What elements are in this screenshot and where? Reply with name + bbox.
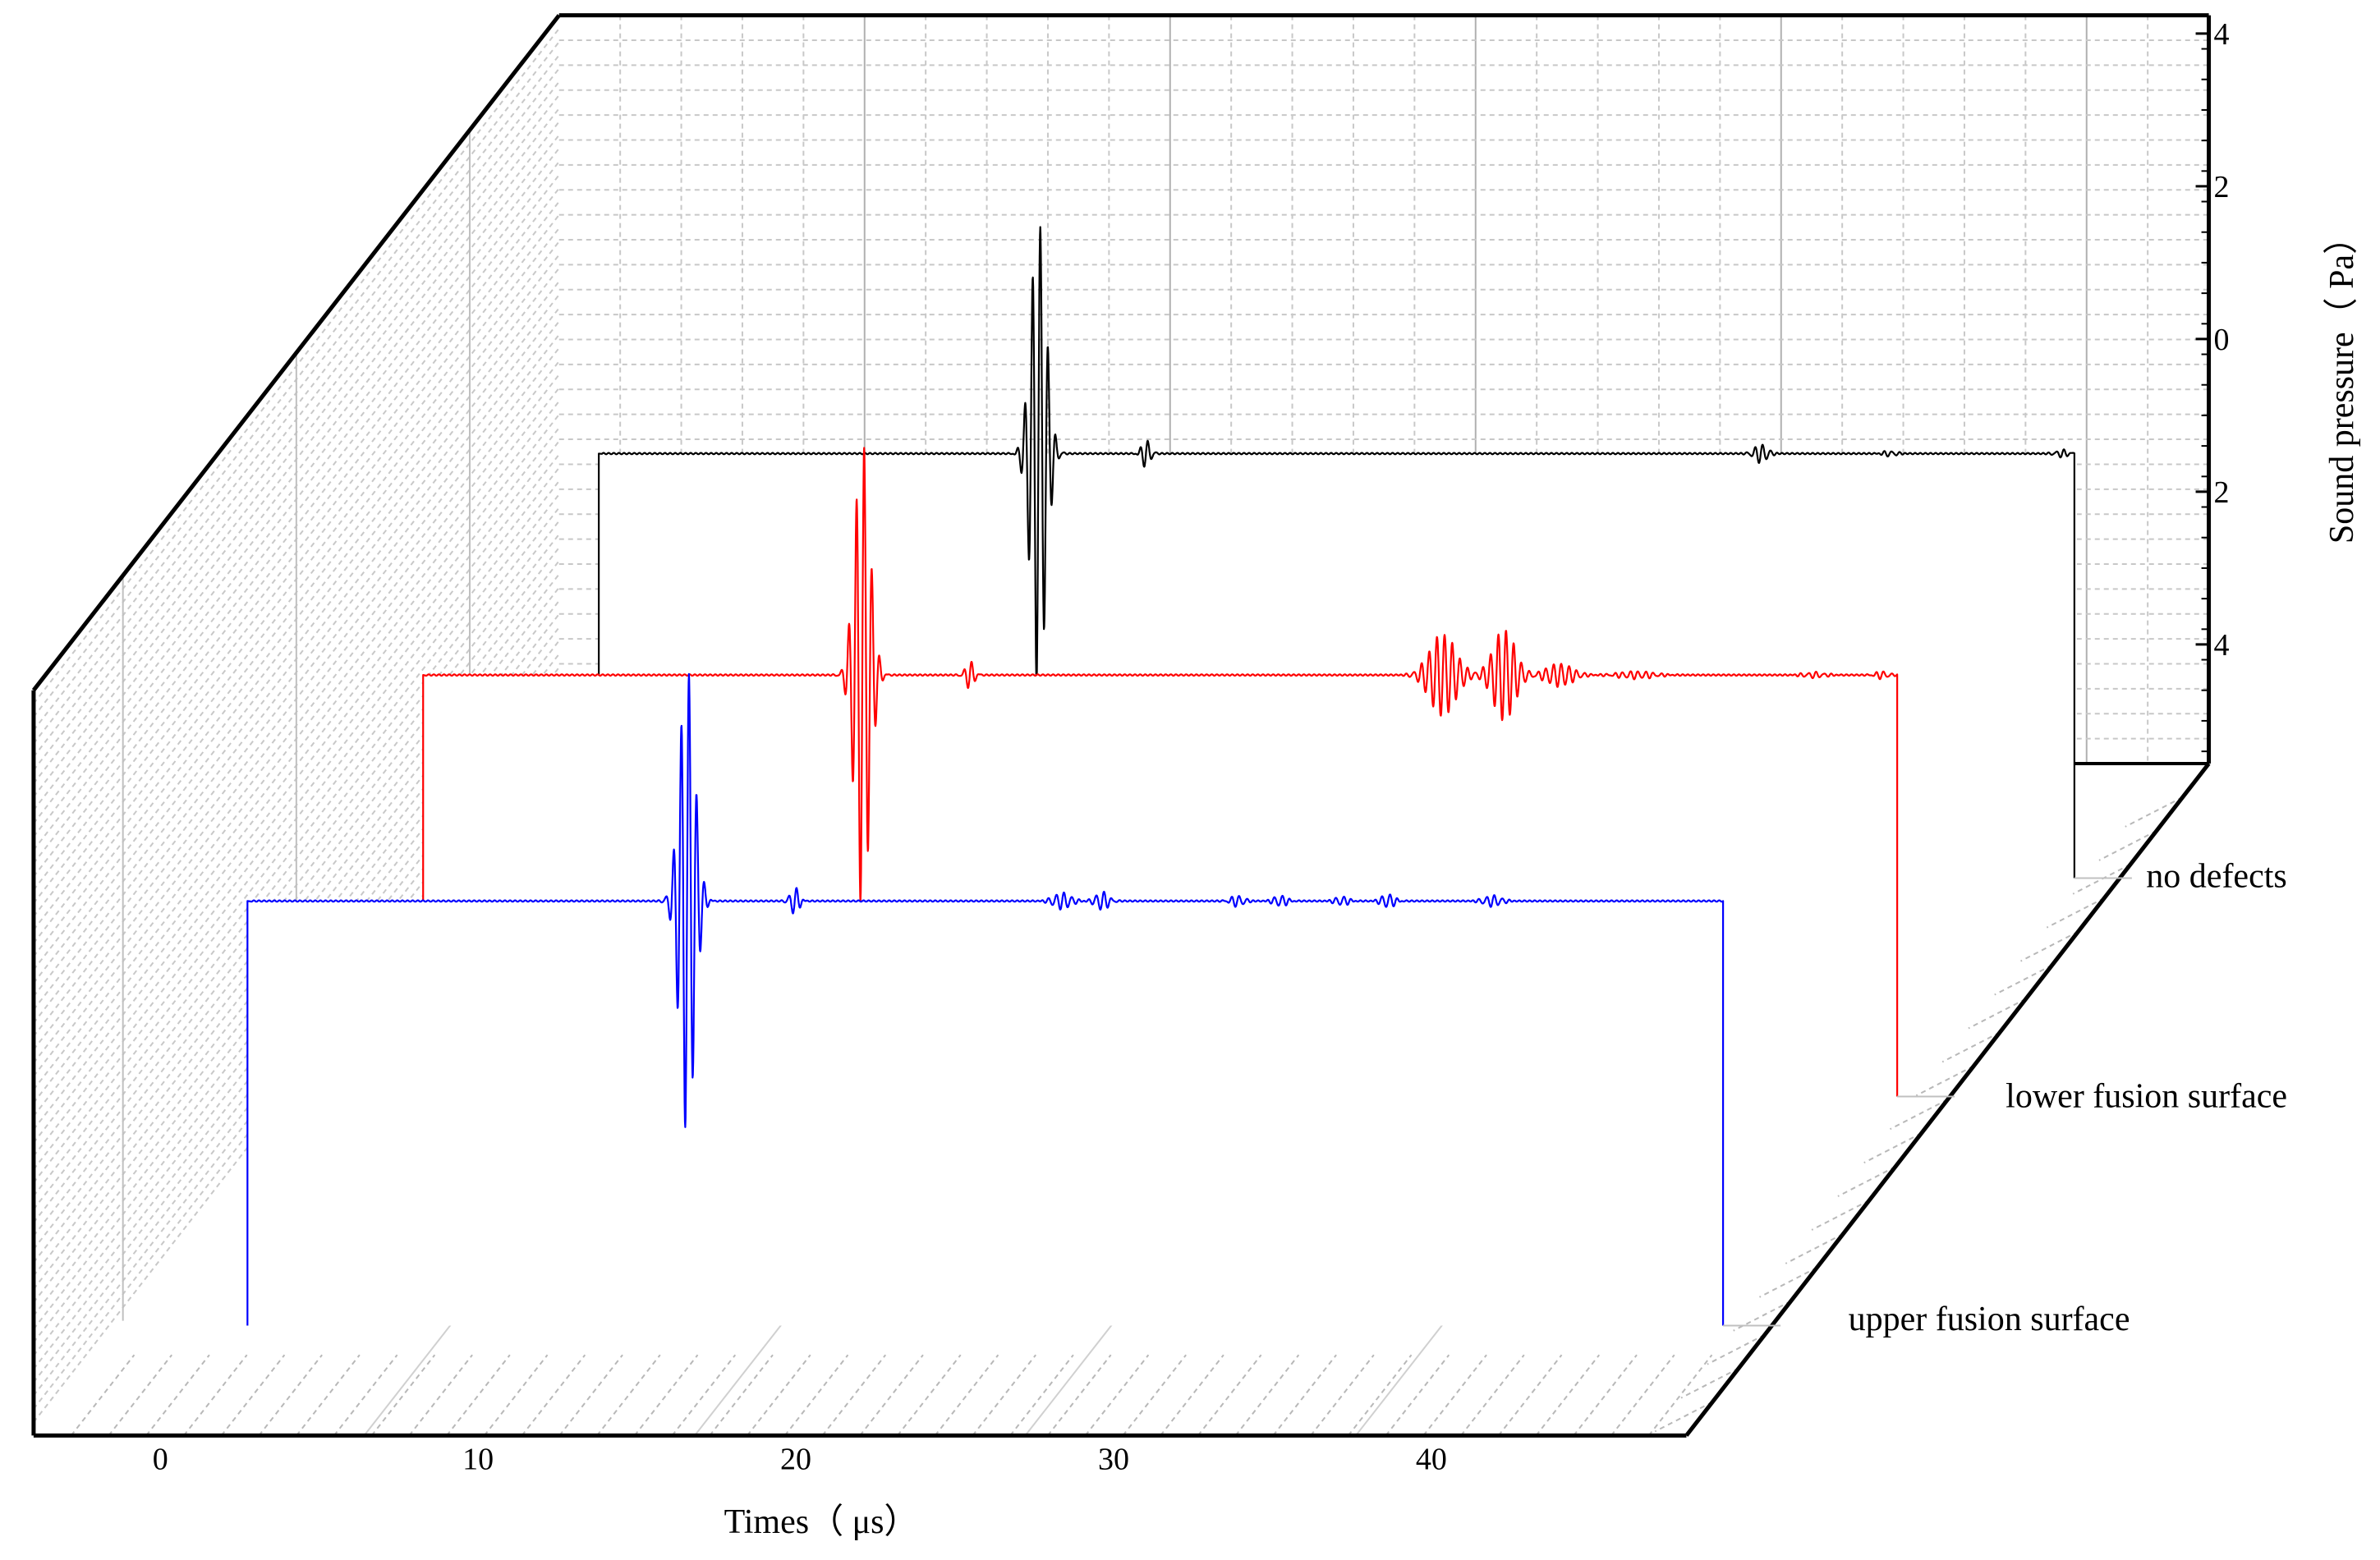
floor-hatch [1348, 1354, 1413, 1437]
series-line [422, 447, 1899, 1097]
x-tick-label: 30 [1098, 1442, 1129, 1476]
y-tick-label: 0 [2214, 323, 2230, 357]
y-tick-label: 4 [2214, 17, 2230, 52]
floor-edge-hatch [1733, 1300, 1792, 1332]
series-line [598, 226, 2075, 879]
floor-edge-hatch [1994, 964, 2053, 996]
floor-hatch [1272, 1354, 1337, 1437]
floor-edge-hatch [1680, 1367, 1739, 1399]
floor-hatch [1647, 1354, 1713, 1437]
frame-edge [1684, 762, 2211, 1437]
floor-hatch [145, 1354, 210, 1437]
floor-edge-hatch [1968, 998, 2027, 1030]
floor-hatch [521, 1354, 586, 1437]
floor-hatch [1310, 1354, 1375, 1437]
floor-hatch [671, 1354, 737, 1437]
floor-hatch [183, 1354, 248, 1437]
floor-hatch [596, 1354, 661, 1437]
floor-hatch [1573, 1354, 1638, 1437]
series-panel-fill [247, 901, 1724, 1326]
floor-edge-hatch [2125, 796, 2184, 828]
floor-hatch [633, 1354, 699, 1437]
floor-hatch [1234, 1354, 1300, 1437]
x-tick-label: 40 [1416, 1442, 1447, 1476]
floor-hatch [1084, 1354, 1150, 1437]
floor-hatch [1160, 1354, 1224, 1437]
floor-hatch [484, 1354, 549, 1437]
floor-hatch [408, 1354, 473, 1437]
floor-hatch [1122, 1354, 1187, 1437]
floor-edge-hatch [1837, 1166, 1896, 1197]
floor-edge-hatch [1707, 1333, 1766, 1365]
floor-hatch [108, 1354, 172, 1437]
series-label: upper fusion surface [1849, 1301, 2130, 1338]
floor-edge-hatch [2020, 930, 2079, 962]
floor-edge-hatch [2046, 897, 2105, 929]
floor-hatch [859, 1354, 924, 1437]
floor-edge-hatch [1759, 1266, 1817, 1298]
floor-edge-hatch [1785, 1232, 1844, 1264]
floor-hatch [220, 1354, 286, 1437]
floor-hatch [558, 1354, 623, 1437]
y-tick-label: 2 [2214, 475, 2230, 510]
y-tick-label: 2 [2214, 170, 2230, 204]
floor-edge-hatch [2098, 829, 2157, 861]
floor-hatch [370, 1354, 436, 1437]
floor-hatch [1422, 1354, 1487, 1437]
floor-edge-hatch [1890, 1099, 1948, 1131]
floor-hatch [1610, 1354, 1675, 1437]
y-axis-title: Sound pressure（ Pa） [2323, 220, 2361, 544]
floor-edge-hatch [2072, 863, 2131, 895]
floor-hatch [1385, 1354, 1450, 1437]
floor-hatch [446, 1354, 511, 1437]
floor-hatch [783, 1354, 849, 1437]
floor-hatch [747, 1354, 811, 1437]
floor-hatch [709, 1354, 774, 1437]
x-tick-label: 0 [153, 1442, 168, 1476]
floor-hatch [258, 1354, 323, 1437]
floor-hatch [934, 1354, 999, 1437]
floor-hatch [1497, 1354, 1563, 1437]
floor-edge-hatch [1863, 1132, 1923, 1164]
floor-edge-hatch [1941, 1031, 2001, 1063]
series-layer [246, 226, 2132, 1327]
floor-edge-hatch [1811, 1200, 1870, 1231]
floor-hatch [1460, 1354, 1525, 1437]
series-line [246, 672, 1725, 1326]
series-label: no defects [2146, 858, 2286, 896]
floor-edge-hatch [1654, 1401, 1713, 1433]
frame-edge [31, 14, 561, 692]
floor-hatch [1535, 1354, 1601, 1437]
series-label: lower fusion surface [2006, 1078, 2287, 1116]
floor-hatch [1197, 1354, 1262, 1437]
floor-hatch [296, 1354, 361, 1437]
x-axis-title: Times（ μs） [724, 1503, 919, 1541]
x-tick-label: 10 [462, 1442, 494, 1476]
floor-hatch [1009, 1354, 1074, 1437]
floor-hatch [897, 1354, 962, 1437]
x-tick-label: 20 [780, 1442, 811, 1476]
series-panel [246, 672, 1781, 1327]
floor-hatch [972, 1354, 1036, 1437]
floor-hatch [821, 1354, 887, 1437]
floor-edge-hatch [1915, 1065, 1974, 1097]
y-tick-label: 4 [2214, 628, 2230, 663]
floor-hatch [333, 1354, 398, 1437]
floor-hatch [1047, 1354, 1112, 1437]
floor-hatch [70, 1354, 136, 1437]
